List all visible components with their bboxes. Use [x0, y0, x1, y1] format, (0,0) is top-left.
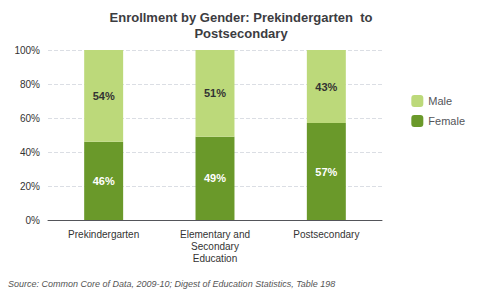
svg-text:57%: 57% — [315, 166, 337, 178]
svg-text:43%: 43% — [315, 81, 337, 93]
svg-text:100%: 100% — [14, 45, 40, 56]
svg-text:Education: Education — [193, 253, 237, 264]
svg-text:Male: Male — [428, 95, 452, 107]
svg-text:46%: 46% — [93, 175, 115, 187]
svg-text:Enrollment by Gender: Prekinde: Enrollment by Gender: Prekindergarten to — [110, 10, 373, 25]
svg-text:Source: Common Core of Data, 2: Source: Common Core of Data, 2009-10; Di… — [8, 279, 335, 289]
svg-text:80%: 80% — [20, 79, 40, 90]
svg-text:40%: 40% — [20, 147, 40, 158]
svg-text:20%: 20% — [20, 181, 40, 192]
svg-text:49%: 49% — [204, 172, 226, 184]
svg-text:Prekindergarten: Prekindergarten — [68, 229, 139, 240]
svg-text:Female: Female — [428, 115, 465, 127]
svg-text:54%: 54% — [93, 90, 115, 102]
svg-text:0%: 0% — [26, 215, 41, 226]
svg-text:Secondary: Secondary — [191, 241, 239, 252]
svg-text:Elementary and: Elementary and — [180, 229, 250, 240]
svg-text:60%: 60% — [20, 113, 40, 124]
svg-text:Postsecondary: Postsecondary — [194, 26, 288, 41]
svg-text:Postsecondary: Postsecondary — [293, 229, 359, 240]
svg-text:51%: 51% — [204, 87, 226, 99]
